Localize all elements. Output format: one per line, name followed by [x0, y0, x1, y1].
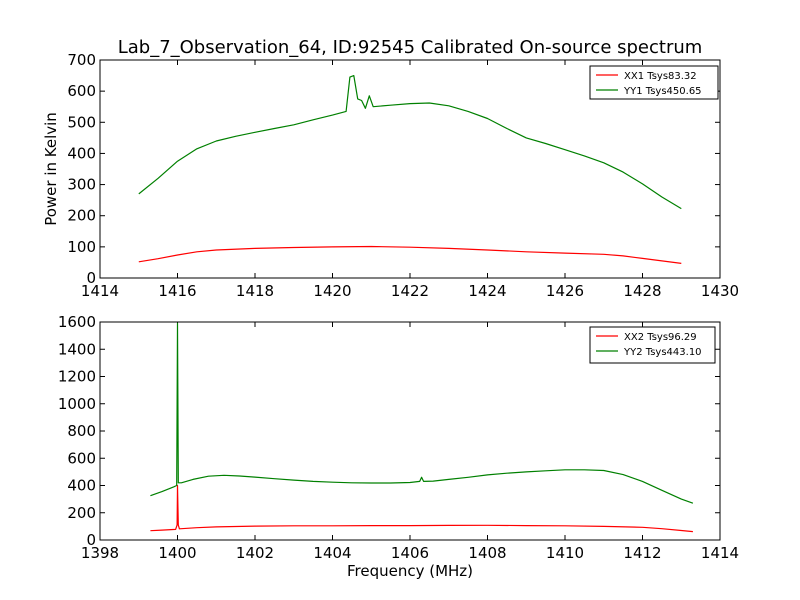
series-line — [150, 322, 694, 504]
y-tick-label: 0 — [86, 269, 96, 287]
legend: XX2 Tsys96.29 YY2 Tsys443.10 — [589, 326, 716, 364]
series-line — [138, 245, 682, 264]
legend-label: YY2 Tsys443.10 — [623, 347, 702, 358]
y-tick-label: 600 — [67, 449, 96, 467]
y-tick-label: 200 — [67, 207, 96, 225]
legend: XX1 Tsys83.32 YY1 Tsys450.65 — [589, 65, 719, 100]
y-tick-label: 1400 — [58, 340, 96, 358]
y-axis-label: Power in Kelvin — [42, 112, 60, 226]
legend-label: YY1 Tsys450.65 — [623, 86, 702, 97]
y-tick-label: 800 — [67, 422, 96, 440]
y-tick-label: 600 — [67, 82, 96, 100]
top-panel: Lab_7_Observation_64, ID:92545 Calibrate… — [42, 37, 739, 300]
y-tick-label: 1600 — [58, 313, 96, 331]
x-tick-label: 1400 — [158, 544, 196, 562]
x-tick-label: 1414 — [81, 282, 119, 300]
y-tick-label: 100 — [67, 238, 96, 256]
x-tick-label: 1410 — [546, 544, 584, 562]
x-tick-label: 1426 — [546, 282, 584, 300]
series-line — [138, 74, 682, 210]
y-tick-label: 400 — [67, 144, 96, 162]
x-tick-label: 1418 — [236, 282, 274, 300]
x-tick-label: 1424 — [468, 282, 506, 300]
x-tick-label: 1412 — [623, 544, 661, 562]
y-tick-label: 0 — [86, 531, 96, 549]
legend-box — [589, 65, 719, 100]
x-tick-label: 1404 — [313, 544, 351, 562]
y-tick-label: 400 — [67, 477, 96, 495]
y-tick-label: 1200 — [58, 368, 96, 386]
y-tick-label: 300 — [67, 176, 96, 194]
x-tick-label: 1422 — [391, 282, 429, 300]
legend-label: XX1 Tsys83.32 — [624, 71, 697, 82]
y-tick-label: 1000 — [58, 395, 96, 413]
x-tick-label: 1414 — [701, 544, 739, 562]
x-axis-label: Frequency (MHz) — [347, 562, 473, 580]
chart-title: Lab_7_Observation_64, ID:92545 Calibrate… — [118, 37, 703, 58]
x-tick-label: 1402 — [236, 544, 274, 562]
y-tick-label: 700 — [67, 51, 96, 69]
bottom-panel: Frequency (MHz) 1398 1400 1402 1404 1406 1408… — [58, 313, 739, 580]
x-tick-label: 1406 — [391, 544, 429, 562]
legend-box — [589, 326, 716, 364]
x-tick-label: 1420 — [313, 282, 351, 300]
legend-label: XX2 Tsys96.29 — [624, 332, 697, 343]
x-tick-label: 1430 — [701, 282, 739, 300]
y-tick-label: 500 — [67, 113, 96, 131]
bottom-panel-marks: 1398 1400 1402 1404 1406 1408 1410 1412 1414 0 200… — [58, 313, 739, 562]
x-tick-label: 1398 — [81, 544, 119, 562]
x-tick-label: 1408 — [468, 544, 506, 562]
y-tick-label: 200 — [67, 504, 96, 522]
series-line — [150, 484, 693, 533]
x-tick-label: 1416 — [158, 282, 196, 300]
x-tick-label: 1428 — [623, 282, 661, 300]
top-panel-marks: 1414 1416 1418 1420 1422 1424 1426 1428 1430 0 100… — [67, 51, 739, 300]
